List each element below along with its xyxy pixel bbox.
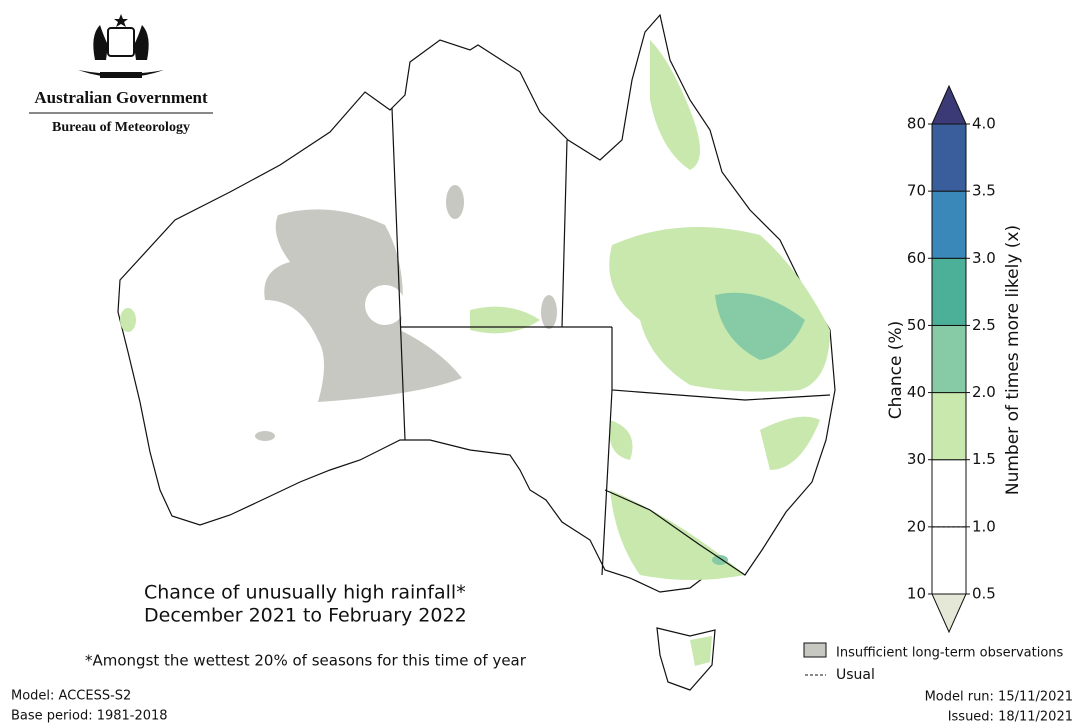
colorbar-label: Chance (%)	[886, 321, 906, 419]
y-tick-label: 60	[907, 249, 926, 267]
colorbar-extend-bottom	[931, 593, 967, 634]
colorbar-bin	[931, 190, 967, 259]
agency-name: Bureau of Meteorology	[52, 120, 190, 135]
y-tick-label: 40	[907, 383, 926, 401]
colorbar-bin	[931, 123, 967, 192]
y2-tick-label: 2.5	[972, 316, 996, 334]
y2-tick-label: 3.0	[972, 249, 996, 267]
colorbar-bin	[931, 257, 967, 326]
y2-tick-label: 4.0	[972, 115, 996, 133]
y-tick-label: 70	[907, 182, 926, 200]
footer-text: Issued: 18/11/2021	[948, 710, 1073, 725]
government-name: Australian Government	[34, 88, 208, 107]
footer-text: Model run: 15/11/2021	[925, 690, 1073, 705]
colorbar-extend-top	[931, 84, 967, 125]
legend-label: Usual	[836, 667, 875, 683]
footer-text: Base period: 1981-2018	[11, 709, 168, 724]
y2-tick-label: 0.5	[972, 585, 996, 603]
y2-tick-label: 2.0	[972, 383, 996, 401]
map-title: Chance of unusually high rainfall*	[144, 582, 466, 604]
colorbar-bin	[931, 526, 967, 595]
colorbar-bin	[931, 392, 967, 461]
colorbar-label: Number of times more likely (x)	[1003, 225, 1023, 495]
legend-label: Insufficient long-term observations	[836, 646, 1064, 661]
crest	[78, 14, 164, 78]
y2-tick-label: 1.0	[972, 517, 996, 535]
y-tick-label: 20	[907, 517, 926, 535]
y-tick-label: 30	[907, 450, 926, 468]
map	[117, 13, 836, 691]
colorbar-bin	[931, 324, 967, 394]
insufficient-areas	[255, 185, 557, 441]
y2-tick-label: 3.5	[972, 182, 996, 200]
colorbar-bin	[931, 459, 967, 528]
mainland	[117, 13, 836, 593]
y2-tick-label: 1.5	[972, 450, 996, 468]
state-borders	[391, 107, 831, 576]
footer-text: Model: ACCESS-S2	[11, 689, 131, 704]
footnote: *Amongst the wettest 20% of seasons for …	[85, 652, 527, 670]
legend-swatch	[803, 642, 827, 658]
y-tick-label: 50	[907, 316, 926, 334]
y-tick-label: 10	[907, 585, 926, 603]
y-tick-label: 80	[907, 115, 926, 133]
map-subtitle: December 2021 to February 2022	[144, 605, 467, 627]
